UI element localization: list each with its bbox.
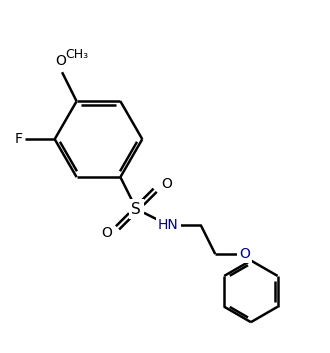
Text: F: F [15, 132, 23, 146]
Text: CH₃: CH₃ [65, 48, 88, 61]
Text: S: S [131, 202, 141, 216]
Text: S: S [131, 202, 141, 216]
Text: O: O [161, 178, 172, 191]
Text: O: O [55, 54, 66, 68]
Text: O: O [101, 226, 112, 240]
Text: HN: HN [158, 218, 179, 232]
Text: O: O [239, 247, 250, 261]
